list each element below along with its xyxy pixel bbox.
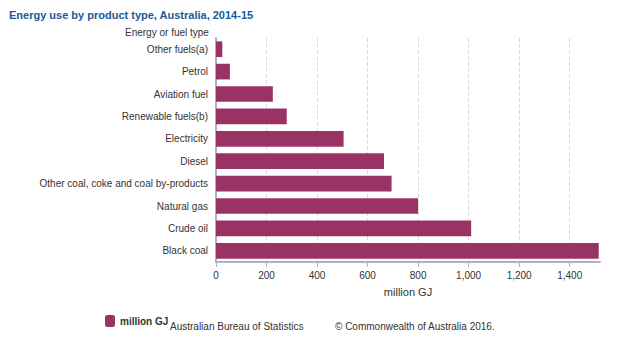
svg-text:Natural gas: Natural gas [157, 201, 208, 212]
svg-text:200: 200 [258, 270, 275, 281]
svg-text:million GJ: million GJ [120, 316, 168, 327]
svg-text:Crude oil: Crude oil [168, 223, 208, 234]
svg-text:600: 600 [359, 270, 376, 281]
svg-text:Energy or fuel type: Energy or fuel type [125, 27, 209, 38]
svg-text:Aviation fuel: Aviation fuel [154, 89, 208, 100]
svg-text:Renewable fuels(b): Renewable fuels(b) [122, 111, 208, 122]
svg-text:million GJ: million GJ [384, 286, 432, 298]
svg-text:1,400: 1,400 [557, 270, 582, 281]
svg-text:Electricity: Electricity [165, 133, 208, 144]
svg-text:1,000: 1,000 [456, 270, 481, 281]
svg-text:Black coal: Black coal [162, 245, 208, 256]
svg-text:Other coal, coke and coal by-p: Other coal, coke and coal by-products [40, 178, 208, 189]
svg-text:1,200: 1,200 [507, 270, 532, 281]
svg-text:Australian Bureau of Statistic: Australian Bureau of Statistics [170, 321, 303, 332]
svg-text:0: 0 [213, 270, 219, 281]
svg-text:Petrol: Petrol [182, 66, 208, 77]
svg-text:800: 800 [410, 270, 427, 281]
svg-text:Diesel: Diesel [180, 156, 208, 167]
svg-text:Energy use by product type, Au: Energy use by product type, Australia, 2… [9, 9, 253, 21]
svg-text:Other fuels(a): Other fuels(a) [147, 44, 208, 55]
svg-text:© Commonwealth of Australia 20: © Commonwealth of Australia 2016. [335, 321, 495, 332]
svg-text:400: 400 [309, 270, 326, 281]
